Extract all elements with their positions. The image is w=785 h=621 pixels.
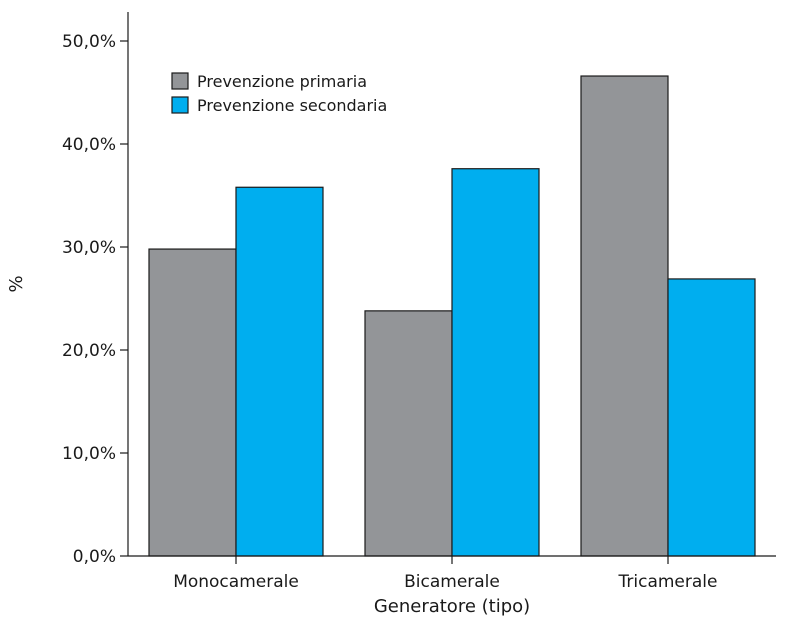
x-axis-title: Generatore (tipo) — [374, 596, 530, 617]
y-tick-label: 40,0% — [62, 135, 116, 155]
bars-layer — [148, 75, 756, 557]
y-tick-label: 20,0% — [62, 341, 116, 361]
legend-swatch-series-1 — [171, 72, 189, 90]
legend-label-series-2: Prevenzione secondaria — [197, 96, 387, 115]
bar-bicamerale-series-2 — [451, 168, 540, 557]
y-tick-label: 0,0% — [73, 547, 116, 567]
legend-label-series-1: Prevenzione primaria — [197, 72, 367, 91]
y-tick-label: 50,0% — [62, 32, 116, 52]
bar-monocamerale-series-1 — [148, 248, 237, 557]
x-tick-label: Tricamerale — [618, 572, 718, 592]
y-tick-label: 10,0% — [62, 444, 116, 464]
y-axis-title: % — [6, 275, 27, 292]
bar-tricamerale-series-1 — [580, 75, 669, 557]
legend: Prevenzione primaria Prevenzione secondar… — [171, 72, 387, 115]
x-axis-ticks: Monocamerale Bicamerale Tricamerale — [173, 556, 717, 592]
legend-swatch-series-2 — [171, 96, 189, 114]
x-tick-label: Monocamerale — [173, 572, 299, 592]
y-axis-ticks: 0,0% 10,0% 20,0% 30,0% 40,0% 50,0% — [62, 32, 128, 567]
bar-monocamerale-series-2 — [235, 186, 324, 557]
bar-bicamerale-series-1 — [364, 310, 453, 557]
y-tick-label: 30,0% — [62, 238, 116, 258]
bar-tricamerale-series-2 — [667, 278, 756, 557]
x-tick-label: Bicamerale — [404, 572, 500, 592]
